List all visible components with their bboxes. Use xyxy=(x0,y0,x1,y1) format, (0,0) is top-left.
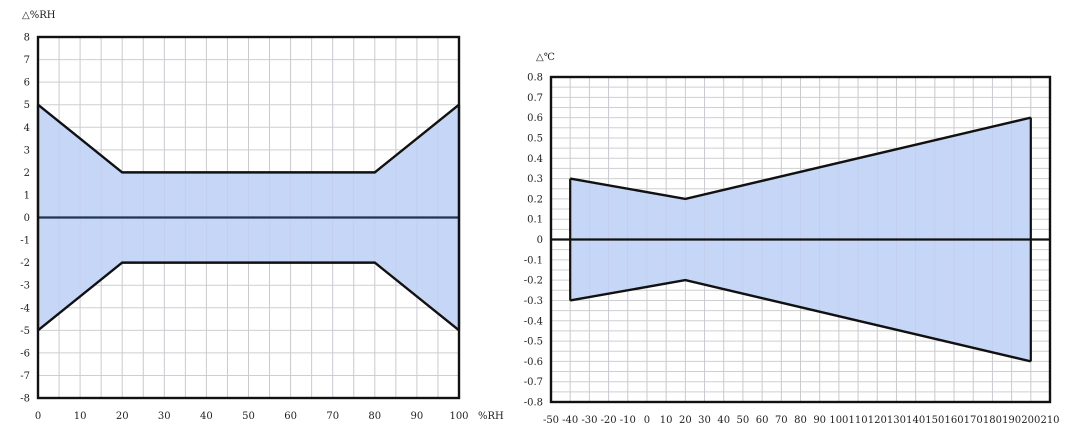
x-tick-label: -40 xyxy=(562,415,578,426)
lower-limit-line xyxy=(37,261,460,332)
x-tick-label: 180 xyxy=(983,415,1002,426)
y-tick-label: 0.2 xyxy=(527,194,543,205)
x-tick-label: 110 xyxy=(849,415,868,426)
x-tick-label: 80 xyxy=(368,411,381,422)
x-tick-label: 100 xyxy=(829,415,848,426)
plot-frame xyxy=(549,75,1052,404)
x-tick-label: 40 xyxy=(200,411,213,422)
x-tick-label: 50 xyxy=(737,415,750,426)
x-tick-label: 100 xyxy=(449,411,468,422)
x-tick-label: 30 xyxy=(698,415,711,426)
y-tick-label: -0.6 xyxy=(524,357,543,368)
x-tick-label: 160 xyxy=(944,415,963,426)
x-tick-label: -50 xyxy=(543,415,559,426)
x-tick-label: 200 xyxy=(1021,415,1040,426)
x-tick-label: 10 xyxy=(660,415,673,426)
y-tick-label: 0 xyxy=(24,213,30,224)
y-tick-label: 5 xyxy=(24,100,30,111)
x-tick-label: -10 xyxy=(620,415,636,426)
y-tick-label: -0.4 xyxy=(524,316,543,327)
y-tick-label: 7 xyxy=(24,55,30,66)
y-tick-label: 1 xyxy=(24,190,30,201)
y-tick-label: -0.2 xyxy=(524,276,543,287)
x-tick-label: -30 xyxy=(581,415,597,426)
y-tick-label: -7 xyxy=(20,371,30,382)
x-tick-label: 150 xyxy=(925,415,944,426)
x-tick-label: 20 xyxy=(116,411,129,422)
y-tick-label: 0.8 xyxy=(527,73,543,84)
y-axis-label: △℃ xyxy=(536,52,555,63)
y-tick-label: 3 xyxy=(24,145,30,156)
y-tick-label: 0.5 xyxy=(527,133,543,144)
y-tick-label: 0.1 xyxy=(527,215,543,226)
y-tick-label: 0.3 xyxy=(527,174,543,185)
y-tick-label: 0.7 xyxy=(527,93,543,104)
y-tick-label: 0.6 xyxy=(527,113,543,124)
y-tick-label: 0.4 xyxy=(527,154,543,165)
y-tick-label: -0.7 xyxy=(524,377,543,388)
x-tick-label: 10 xyxy=(74,411,87,422)
x-tick-label: 50 xyxy=(242,411,255,422)
x-tick-label: 20 xyxy=(679,415,692,426)
y-tick-label: -8 xyxy=(20,394,30,405)
y-tick-label: -1 xyxy=(20,236,30,247)
x-tick-label: 170 xyxy=(964,415,983,426)
x-tick-label: 70 xyxy=(326,411,339,422)
y-tick-label: -0.3 xyxy=(524,296,543,307)
y-tick-label: -0.8 xyxy=(524,398,543,409)
x-tick-label: 130 xyxy=(887,415,906,426)
x-tick-label: 0 xyxy=(35,411,41,422)
plot-frame xyxy=(36,35,461,400)
upper-limit-line xyxy=(569,116,1032,201)
x-tick-label: 70 xyxy=(775,415,788,426)
y-tick-label: 6 xyxy=(24,78,30,89)
x-axis-label: %RH xyxy=(478,411,504,422)
x-tick-label: 90 xyxy=(411,411,424,422)
y-tick-label: 0 xyxy=(537,235,543,246)
x-tick-label: 60 xyxy=(756,415,769,426)
x-tick-label: 190 xyxy=(1002,415,1021,426)
lower-limit-line xyxy=(569,278,1032,363)
y-tick-label: -0.1 xyxy=(524,255,543,266)
x-tick-label: 80 xyxy=(794,415,807,426)
y-tick-label: 4 xyxy=(24,123,30,134)
x-tick-label: 120 xyxy=(868,415,887,426)
y-axis-label: △%RH xyxy=(22,10,56,21)
y-tick-label: 8 xyxy=(24,33,30,44)
x-tick-label: 40 xyxy=(717,415,730,426)
y-tick-label: -0.5 xyxy=(524,337,543,348)
x-tick-label: 60 xyxy=(284,411,297,422)
x-tick-label: 30 xyxy=(158,411,171,422)
upper-limit-line xyxy=(37,103,460,174)
x-tick-label: 90 xyxy=(813,415,826,426)
y-tick-label: -3 xyxy=(20,281,30,292)
y-tick-label: 2 xyxy=(24,168,30,179)
y-tick-label: -4 xyxy=(20,303,30,314)
y-tick-label: -5 xyxy=(20,326,30,337)
x-tick-label: 0 xyxy=(644,415,650,426)
x-tick-label: 140 xyxy=(906,415,925,426)
x-tick-label: -20 xyxy=(601,415,617,426)
y-tick-label: -6 xyxy=(20,348,30,359)
temperature-error-chart: 0.8 0.7 0.6 0.5 0.4 0.3 0.2 0.1 0 -0.1 -0.2 -0.3 -0.… xyxy=(524,52,1060,426)
y-tick-label: -2 xyxy=(20,258,30,269)
x-tick-label: 210 xyxy=(1040,415,1059,426)
